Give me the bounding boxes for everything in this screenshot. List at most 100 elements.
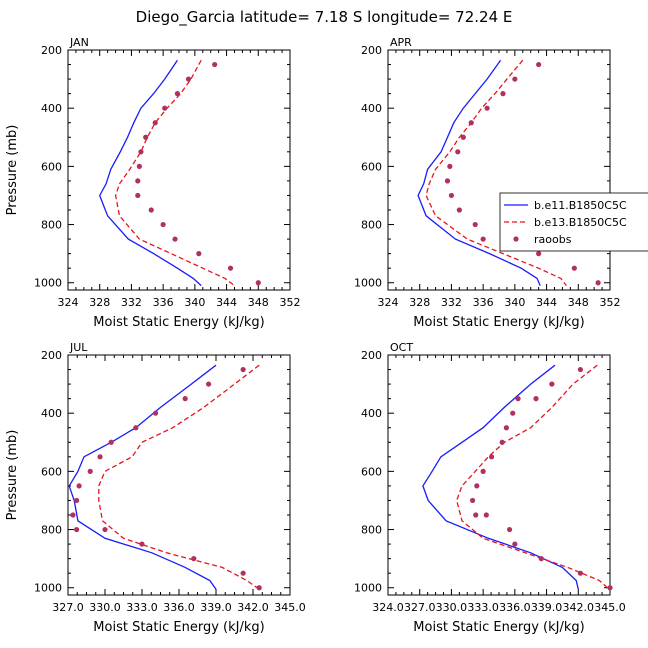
- y-tick-label: 400: [361, 102, 382, 115]
- y-tick-label: 600: [361, 160, 382, 173]
- series-line-b-e11: [417, 59, 541, 286]
- y-tick-label: 600: [41, 160, 62, 173]
- series-line-b-e13: [456, 364, 610, 590]
- raoobs-point: [472, 221, 478, 228]
- raoobs-point: [182, 396, 188, 402]
- raoobs-point: [448, 192, 455, 199]
- panel-title: OCT: [390, 341, 413, 354]
- raoobs-point: [191, 556, 197, 562]
- raoobs-point: [500, 91, 506, 97]
- raoobs-point: [577, 570, 584, 576]
- x-tick-label: 332: [121, 296, 142, 309]
- panel-apr: 324 328 332 336 340 344 348 352 200 400 600 800 1000…: [354, 36, 648, 330]
- raoobs-point: [536, 61, 542, 68]
- raoobs-point: [473, 512, 479, 518]
- raoobs-point: [483, 512, 489, 518]
- x-tick-label: 344: [536, 296, 557, 309]
- x-tick-label: 324: [378, 296, 399, 309]
- x-tick-label: 333.0: [126, 601, 158, 614]
- y-tick-label: 1000: [354, 582, 382, 595]
- series-line-b-e13: [114, 59, 235, 287]
- panel-title: APR: [390, 36, 412, 49]
- x-tick-label: 336.0: [163, 601, 195, 614]
- raoobs-point: [455, 149, 461, 155]
- raoobs-point: [255, 280, 261, 286]
- x-tick-label: 330.0: [436, 601, 468, 614]
- y-tick-label: 200: [41, 349, 62, 362]
- x-tick-label: 328: [89, 296, 110, 309]
- x-tick-label: 328: [409, 296, 430, 309]
- x-tick-label: 336: [153, 296, 174, 309]
- panel-oct: 324.0 327.0 330.0 333.0 336.0 339.0 342.0 345.0…: [354, 341, 626, 635]
- series-line-b-e13: [98, 364, 260, 590]
- x-tick-label: 333.0: [467, 601, 499, 614]
- plot-frame: [67, 354, 291, 596]
- x-tick-label: 342.0: [237, 601, 269, 614]
- raoobs-point: [108, 439, 114, 445]
- raoobs-point: [160, 221, 166, 228]
- raoobs-point: [87, 468, 93, 474]
- raoobs-point: [135, 192, 141, 199]
- raoobs-point: [162, 105, 168, 111]
- y-tick-label: 800: [41, 524, 62, 537]
- plot-frame: [387, 49, 611, 291]
- raoobs-point: [148, 207, 154, 213]
- x-tick-label: 342.0: [563, 601, 595, 614]
- x-tick-label: 352: [600, 296, 621, 309]
- raoobs-point: [506, 526, 513, 533]
- series-line-b-e11: [98, 59, 202, 287]
- x-tick-label: 340: [184, 296, 205, 309]
- raoobs-point: [515, 396, 521, 402]
- legend-label: b.e13.B1850C5C: [534, 216, 627, 229]
- raoobs-point: [240, 366, 246, 373]
- raoobs-point: [152, 410, 159, 416]
- raoobs-point: [538, 556, 544, 562]
- x-tick-label: 345.0: [274, 601, 306, 614]
- raoobs-point: [76, 483, 82, 489]
- raoobs-point: [74, 526, 80, 533]
- series-line-b-e13: [425, 59, 567, 286]
- raoobs-point: [468, 120, 474, 126]
- raoobs-point: [227, 265, 234, 271]
- raoobs-point: [480, 468, 486, 474]
- raoobs-point: [512, 76, 518, 82]
- x-axis-label: Moist Static Energy (kJ/kg): [413, 315, 584, 330]
- x-axis-label: Moist Static Energy (kJ/kg): [93, 620, 264, 635]
- x-axis-label: Moist Static Energy (kJ/kg): [93, 315, 264, 330]
- x-tick-label: 340: [504, 296, 525, 309]
- raoobs-point: [577, 366, 584, 373]
- x-tick-label: 336: [473, 296, 494, 309]
- raoobs-point: [480, 236, 486, 242]
- plot-frame: [67, 49, 291, 291]
- y-axis-label: Pressure (mb): [5, 430, 20, 521]
- y-tick-label: 400: [41, 407, 62, 420]
- y-tick-label: 200: [361, 44, 382, 57]
- raoobs-point: [456, 207, 462, 213]
- raoobs-point: [139, 541, 145, 547]
- figure-title: Diego_Garcia latitude= 7.18 S longitude=…: [136, 8, 513, 27]
- y-tick-label: 600: [41, 465, 62, 478]
- x-tick-label: 327.0: [404, 601, 436, 614]
- raoobs-point: [503, 425, 509, 431]
- raoobs-point: [74, 497, 80, 504]
- x-tick-label: 324.0: [372, 601, 404, 614]
- panel-title: JUL: [69, 341, 88, 354]
- raoobs-point: [510, 410, 516, 416]
- y-tick-label: 800: [361, 524, 382, 537]
- raoobs-point: [138, 149, 144, 155]
- series-line-b-e11: [422, 364, 579, 590]
- y-tick-label: 200: [361, 349, 382, 362]
- x-axis-label: Moist Static Energy (kJ/kg): [413, 620, 584, 635]
- raoobs-point: [174, 91, 181, 97]
- legend: b.e11.B1850C5C b.e13.B1850C5C raoobs: [499, 192, 648, 252]
- raoobs-point: [172, 236, 178, 242]
- raoobs-point: [484, 105, 490, 111]
- raoobs-point: [607, 585, 613, 591]
- panel-title: JAN: [69, 36, 89, 49]
- raoobs-point: [489, 454, 495, 460]
- raoobs-point: [571, 265, 577, 271]
- raoobs-point: [549, 381, 555, 387]
- x-tick-label: 332: [441, 296, 462, 309]
- y-tick-label: 400: [361, 407, 382, 420]
